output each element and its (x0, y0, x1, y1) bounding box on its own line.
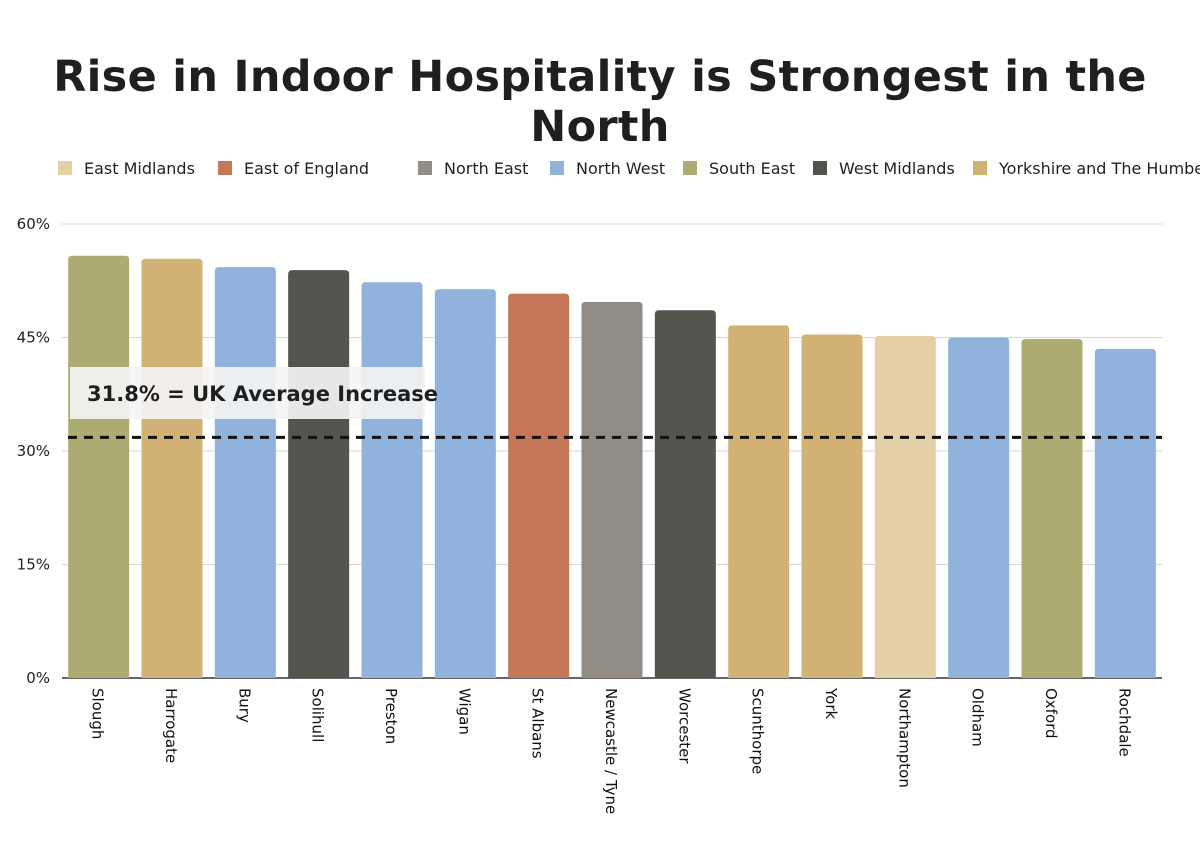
y-tick-label: 0% (26, 669, 50, 687)
chart-legend: East Midlands East of England North East No… (58, 156, 1200, 180)
category-label: Bury (235, 688, 253, 723)
category-label: Newcastle / Tyne (602, 688, 620, 814)
legend-swatch (813, 161, 827, 175)
category-label: Northampton (895, 688, 913, 788)
category-label: St Albans (529, 688, 547, 759)
legend-item: East of England (218, 156, 369, 180)
reference-group: 31.8% = UK Average Increase (68, 367, 1162, 439)
chart-title: Rise in Indoor Hospitality is Strongest … (53, 52, 1147, 152)
legend-item: Yorkshire and The Humber (973, 156, 1200, 180)
y-tick-label: 60% (17, 215, 50, 233)
bar (581, 301, 643, 678)
bar (434, 289, 496, 678)
y-axis-ticks: 0% 15% 30% 45% 60% (17, 215, 50, 687)
category-label: York (822, 687, 840, 720)
annotation-box (70, 367, 425, 419)
category-label: Rochdale (1115, 688, 1133, 757)
category-label: Oldham (969, 688, 987, 747)
legend-item: North East (418, 156, 528, 180)
legend-swatch (973, 161, 987, 175)
y-tick-label: 45% (17, 329, 50, 347)
legend-swatch (418, 161, 432, 175)
bar (874, 335, 936, 678)
legend-label: East Midlands (84, 158, 195, 178)
legend-swatch (550, 161, 564, 175)
category-label: Worcester (675, 688, 693, 764)
bar (288, 270, 350, 678)
legend-label: Yorkshire and The Humber (999, 158, 1200, 178)
legend-label: North West (576, 158, 666, 178)
category-label: Oxford (1042, 688, 1060, 739)
bar (728, 325, 790, 678)
legend-item: South East (683, 156, 795, 180)
legend-label: South East (709, 158, 796, 178)
legend-swatch (218, 161, 232, 175)
y-tick-label: 30% (17, 442, 50, 460)
bar (948, 337, 1010, 678)
bar (1094, 348, 1156, 678)
bar (68, 255, 130, 678)
bars (68, 255, 1156, 678)
bar (214, 267, 276, 678)
bar (801, 334, 863, 678)
bar (508, 293, 570, 678)
legend-swatch (58, 161, 72, 175)
bar (361, 282, 423, 678)
category-labels: Slough Harrogate Bury Solihull Preston Wigan S… (89, 687, 1134, 814)
bar (654, 310, 716, 678)
legend-label: East of England (244, 158, 370, 178)
bar (1021, 339, 1083, 678)
bar (141, 258, 203, 678)
legend-label: West Midlands (839, 158, 955, 178)
legend-item: North West (550, 156, 665, 180)
legend-item: West Midlands (813, 156, 955, 180)
legend-swatch (683, 161, 697, 175)
category-label: Solihull (309, 688, 327, 742)
legend-label: North East (444, 158, 529, 178)
category-label: Wigan (455, 688, 473, 735)
y-tick-label: 15% (17, 556, 50, 574)
category-label: Scunthorpe (749, 688, 767, 774)
category-label: Preston (382, 688, 400, 744)
category-label: Slough (89, 688, 107, 739)
annotation-label: 31.8% = UK Average Increase (87, 382, 438, 406)
category-label: Harrogate (162, 688, 180, 763)
legend-item: East Midlands (58, 156, 195, 180)
